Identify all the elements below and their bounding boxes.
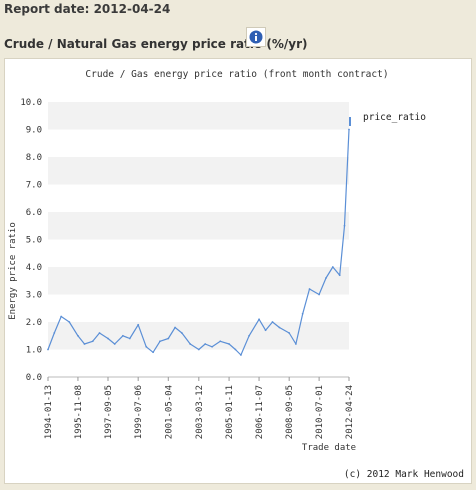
y-tick-label: 9.0	[26, 126, 42, 136]
y-tick-label: 1.0	[26, 346, 42, 356]
chart-title: Crude / Gas energy price ratio (front mo…	[85, 69, 388, 80]
data-point	[128, 337, 131, 340]
data-point	[113, 343, 116, 345]
legend: price_ratio	[349, 112, 426, 126]
data-point	[189, 343, 192, 345]
data-point	[53, 332, 56, 334]
data-point	[248, 334, 251, 337]
data-point	[77, 334, 79, 337]
y-tick-label: 8.0	[26, 153, 42, 163]
info-button[interactable]	[246, 27, 266, 47]
y-tick-label: 7.0	[26, 181, 42, 191]
y-tick-label: 3.0	[26, 291, 42, 301]
data-point	[325, 277, 327, 279]
data-point	[228, 343, 230, 345]
data-point	[197, 348, 200, 351]
data-point	[159, 340, 161, 343]
x-tick-label: 1995-11-08	[74, 385, 84, 439]
grid-band	[48, 267, 349, 295]
data-point	[348, 128, 350, 131]
data-point	[240, 354, 242, 356]
data-point	[204, 343, 207, 345]
series-line	[47, 129, 350, 356]
legend-label: price_ratio	[363, 112, 426, 123]
grid-band	[48, 129, 349, 157]
x-tick-label: 2001-05-04	[164, 385, 174, 439]
data-point	[308, 288, 311, 290]
data-point	[47, 348, 49, 351]
y-axis: 0.0 1.0 2.0 3.0 4.0 5.0 6.0 7.0 8.0 9.0 10.0	[20, 98, 42, 383]
data-point	[167, 337, 170, 340]
section-title: Crude / Natural Gas energy price ratio (…	[4, 37, 308, 51]
data-point	[145, 345, 148, 348]
data-point	[288, 332, 291, 334]
data-point	[152, 351, 154, 354]
y-tick-label: 4.0	[26, 263, 42, 273]
data-point	[60, 315, 63, 318]
series-group	[47, 128, 350, 356]
data-point	[234, 348, 237, 351]
data-point	[338, 274, 341, 277]
report-date: Report date: 2012-04-24	[4, 2, 171, 16]
x-tick-label: 2006-11-07	[255, 385, 265, 439]
y-tick-label: 5.0	[26, 236, 42, 246]
grid-band	[48, 349, 349, 377]
x-tick-label: 2003-03-12	[195, 385, 205, 439]
data-point	[219, 340, 222, 343]
chart-panel: Crude / Gas energy price ratio (front mo…	[4, 58, 472, 484]
y-axis-label: Energy price ratio	[8, 222, 18, 320]
x-tick-label: 2010-07-01	[315, 385, 325, 439]
x-tick-label: 1999-07-06	[134, 385, 144, 439]
footer-credit: (c) 2012 Mark Henwood	[344, 469, 464, 480]
data-point	[331, 266, 334, 268]
data-point	[318, 293, 321, 296]
info-icon	[249, 30, 263, 44]
grid-band	[48, 239, 349, 267]
x-tick-label: 1997-09-05	[104, 385, 114, 439]
data-point	[68, 321, 71, 323]
data-point	[264, 329, 267, 332]
x-axis: 1994-01-13 1995-11-08 1997-09-05 1999-07-06…	[44, 376, 355, 439]
x-tick-label: 2008-09-05	[285, 385, 295, 439]
data-point	[91, 340, 94, 343]
data-point	[301, 312, 304, 315]
data-point	[174, 326, 176, 329]
data-point	[180, 332, 183, 334]
chart-svg: Crude / Gas energy price ratio (front mo…	[8, 69, 464, 480]
x-tick-label: 2012-04-24	[345, 385, 355, 439]
grid-band	[48, 184, 349, 212]
y-tick-label: 0.0	[26, 373, 42, 383]
data-point	[343, 224, 346, 227]
data-point	[137, 323, 140, 326]
data-point	[121, 334, 124, 337]
grid-band	[48, 322, 349, 350]
grid-band	[48, 212, 349, 240]
grid-bands	[48, 102, 349, 377]
data-point	[107, 337, 109, 340]
data-point	[271, 321, 274, 323]
grid-band	[48, 294, 349, 322]
data-point	[211, 345, 214, 348]
data-point	[278, 326, 281, 329]
grid-band	[48, 157, 349, 185]
y-tick-label: 6.0	[26, 208, 42, 218]
x-axis-label: Trade date	[302, 443, 356, 453]
y-tick-label: 10.0	[20, 98, 42, 108]
data-point	[98, 332, 101, 334]
data-point	[294, 343, 297, 345]
y-tick-label: 2.0	[26, 318, 42, 328]
data-point	[83, 343, 86, 345]
x-tick-label: 1994-01-13	[44, 385, 54, 439]
data-point	[258, 318, 260, 321]
grid-band	[48, 102, 349, 130]
x-tick-label: 2005-01-11	[225, 385, 235, 439]
